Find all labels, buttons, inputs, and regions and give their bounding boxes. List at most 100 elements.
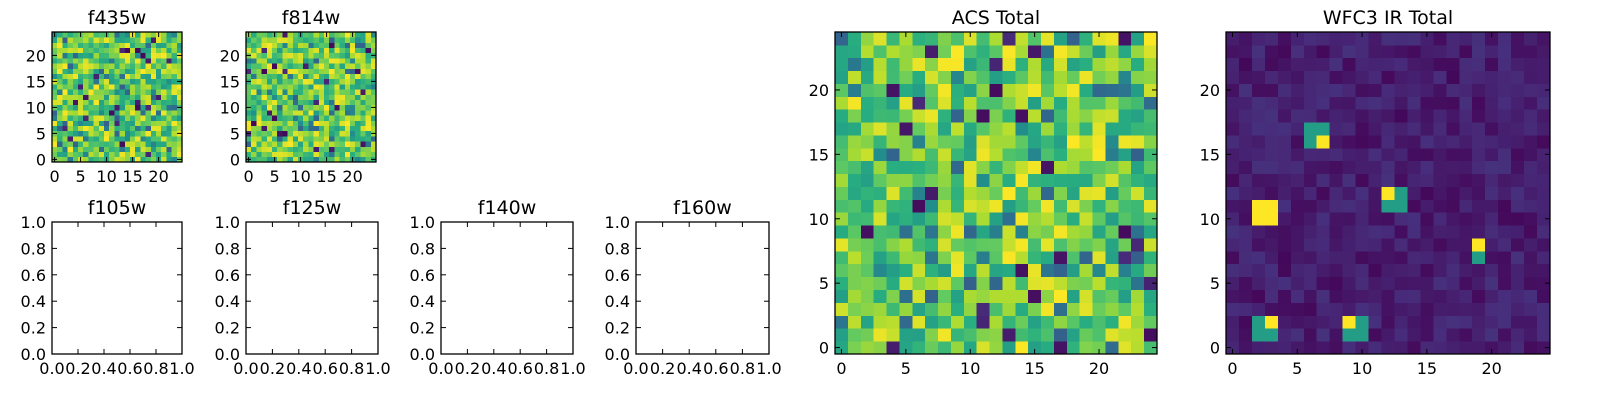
heatmap-cell — [72, 136, 79, 142]
heatmap-cell — [282, 130, 288, 137]
heatmap-cell — [282, 156, 288, 163]
heatmap-cell — [135, 151, 141, 158]
heatmap-cell — [1066, 225, 1081, 239]
heatmap-cell — [72, 42, 79, 48]
heatmap-cell — [963, 83, 978, 97]
heatmap-cell — [1472, 341, 1486, 355]
heatmap-cell — [1524, 186, 1538, 200]
heatmap-cell — [1394, 328, 1408, 342]
heatmap-cell — [124, 63, 131, 69]
heatmap-cell — [1316, 57, 1331, 72]
heatmap-cell — [104, 99, 110, 106]
heatmap-cell — [318, 42, 325, 48]
heatmap-cell — [277, 141, 283, 147]
heatmap-cell — [1118, 302, 1132, 316]
heatmap-cell — [1433, 302, 1447, 316]
heatmap-cell — [370, 151, 377, 158]
heatmap-cell — [365, 110, 372, 116]
heatmap-cell — [256, 37, 262, 43]
heatmap-cell — [1420, 212, 1434, 226]
heatmap-cell — [1238, 315, 1253, 329]
heatmap-cell — [130, 151, 136, 158]
heatmap-cell — [1238, 276, 1253, 290]
heatmap-cell — [1498, 122, 1512, 136]
heatmap-cell — [1079, 250, 1093, 265]
heatmap-cell — [1092, 289, 1106, 303]
heatmap-cell — [1079, 225, 1093, 239]
heatmap-cell — [1264, 135, 1279, 149]
heatmap-cell — [1329, 44, 1344, 59]
heatmap-cell — [261, 151, 268, 158]
x-tick-label: 0.8 — [143, 359, 168, 378]
heatmap-cell — [1226, 147, 1240, 162]
heatmap-cell — [272, 73, 278, 80]
heatmap-cell — [298, 146, 304, 152]
heatmap-cell — [1394, 341, 1408, 355]
heatmap-cell — [1092, 225, 1106, 239]
heatmap-cell — [140, 156, 146, 163]
heatmap-cell — [1524, 135, 1538, 149]
x-tick-label: 15 — [122, 167, 142, 186]
heatmap-cell — [1498, 238, 1512, 252]
heatmap-cell — [114, 68, 120, 74]
heatmap-cell — [145, 84, 152, 90]
heatmap-cell — [899, 289, 913, 303]
heatmap-cell — [1118, 83, 1132, 97]
heatmap-cell — [1485, 341, 1499, 355]
heatmap-cell — [1226, 250, 1240, 265]
heatmap-cell — [1394, 302, 1408, 316]
heatmap-cell — [925, 109, 939, 123]
heatmap-cell — [171, 120, 178, 126]
heatmap-cell — [83, 156, 89, 163]
heatmap-cell — [1498, 32, 1512, 46]
heatmap-cell — [135, 141, 141, 147]
heatmap-cell — [1277, 199, 1292, 213]
heatmap-cell — [1079, 302, 1093, 316]
heatmap-cell — [1433, 225, 1447, 239]
heatmap-cell — [93, 84, 100, 90]
heatmap-cell — [1433, 250, 1447, 265]
heatmap-cell — [1524, 109, 1538, 123]
heatmap-cell — [303, 89, 309, 95]
heatmap-cell — [277, 136, 283, 142]
heatmap-cell — [1303, 302, 1318, 316]
heatmap-cell — [1394, 263, 1408, 278]
heatmap-cell — [925, 135, 939, 149]
heatmap-cell — [1066, 173, 1081, 187]
heatmap-cell — [251, 130, 257, 137]
heatmap-cell — [1053, 328, 1068, 342]
heatmap-cell — [1342, 250, 1356, 265]
heatmap-cell — [1537, 122, 1551, 136]
heatmap-cell — [298, 99, 304, 106]
heatmap-cell — [329, 99, 335, 106]
heatmap-cell — [277, 78, 283, 85]
heatmap-cell — [1015, 135, 1029, 149]
heatmap-cell — [912, 199, 926, 213]
heatmap-cell — [1226, 70, 1240, 84]
heatmap-cell — [150, 125, 157, 132]
heatmap-cell — [324, 37, 330, 43]
heatmap-cell — [1105, 96, 1119, 110]
heatmap-cell — [114, 47, 120, 54]
heatmap-cell — [1433, 199, 1447, 213]
heatmap-cell — [963, 173, 978, 187]
heatmap-cell — [1420, 186, 1434, 200]
heatmap-cell — [72, 125, 79, 132]
heatmap-cell — [318, 63, 325, 69]
heatmap-cell — [93, 63, 100, 69]
heatmap-cell — [52, 120, 58, 126]
x-tick-label: 0 — [1227, 359, 1237, 378]
heatmap-cell — [1066, 315, 1081, 329]
heatmap-cell — [88, 42, 94, 48]
heatmap-cell — [83, 42, 89, 48]
heatmap-cell — [1264, 57, 1279, 72]
heatmap-cell — [912, 109, 926, 123]
heatmap-cell — [303, 115, 309, 121]
heatmap-cell — [161, 136, 167, 142]
heatmap-cell — [925, 328, 939, 342]
heatmap-cell — [282, 78, 288, 85]
heatmap-cell — [130, 47, 136, 54]
heatmap-cell — [313, 52, 320, 59]
heatmap-cell — [176, 42, 183, 48]
x-tick-label: 0.6 — [507, 359, 532, 378]
